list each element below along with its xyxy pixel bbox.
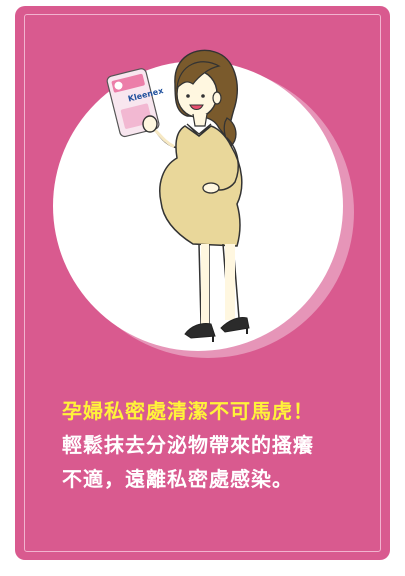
message-text: 孕婦私密處清潔不可馬虎！ 輕鬆抹去分泌物帶來的搔癢 不適，遠離私密處感染。 [62, 394, 382, 496]
body-text-line-2: 不適，遠離私密處感染。 [62, 467, 293, 491]
left-leg [198, 243, 202, 325]
maternity-dress [159, 125, 243, 247]
body-text-line-1: 輕鬆抹去分泌物帶來的搔癢 [62, 433, 314, 457]
smiling-mouth [189, 104, 204, 110]
hand-holding-package [142, 115, 158, 133]
right-shoe [220, 317, 250, 333]
pregnant-woman-illustration: Kleenex [106, 49, 250, 342]
left-eye [186, 94, 190, 98]
dress-collar [186, 123, 212, 137]
hand-on-belly [202, 182, 220, 194]
wipes-package-icon: Kleenex [106, 68, 165, 138]
left-shoe [184, 323, 216, 339]
headline-text: 孕婦私密處清潔不可馬虎！ [62, 399, 314, 423]
promo-card: Kleenex [15, 6, 390, 560]
right-eye [201, 94, 205, 98]
